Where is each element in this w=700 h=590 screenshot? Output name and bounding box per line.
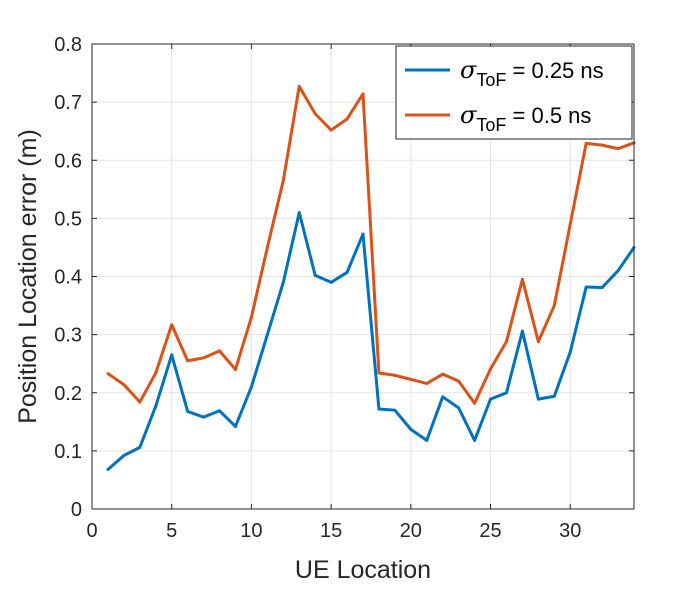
x-tick-label: 30 bbox=[559, 520, 581, 542]
data-point bbox=[409, 427, 413, 431]
x-tick-label: 20 bbox=[400, 520, 422, 542]
y-tick-label: 0 bbox=[71, 499, 82, 521]
data-point bbox=[202, 356, 206, 360]
data-point bbox=[616, 147, 620, 151]
data-point bbox=[138, 400, 142, 404]
legend-box bbox=[395, 45, 633, 140]
x-tick-label: 10 bbox=[240, 520, 262, 542]
x-axis-label: UE Location bbox=[295, 556, 431, 584]
data-point bbox=[473, 438, 477, 442]
data-point bbox=[138, 445, 142, 449]
data-point bbox=[329, 128, 333, 132]
data-point bbox=[441, 395, 445, 399]
data-point bbox=[281, 179, 285, 183]
x-tick-label: 0 bbox=[86, 520, 97, 542]
data-point bbox=[202, 415, 206, 419]
data-point bbox=[154, 404, 158, 408]
data-point bbox=[600, 286, 604, 290]
data-point bbox=[600, 143, 604, 147]
data-point bbox=[170, 353, 174, 357]
legend-label: σToF = 0.25 ns bbox=[460, 56, 604, 90]
data-point bbox=[233, 368, 237, 371]
data-point bbox=[393, 408, 397, 412]
y-tick-label: 0.5 bbox=[54, 208, 82, 230]
data-point bbox=[489, 397, 493, 401]
data-point bbox=[361, 92, 365, 96]
data-point bbox=[186, 359, 190, 363]
data-point bbox=[504, 340, 508, 344]
data-point bbox=[377, 407, 381, 411]
data-point bbox=[520, 277, 524, 281]
data-point bbox=[489, 367, 493, 371]
data-point bbox=[584, 141, 588, 145]
data-point bbox=[345, 117, 349, 121]
data-point bbox=[425, 381, 429, 385]
x-tick-label: 25 bbox=[479, 520, 501, 542]
data-point bbox=[122, 454, 126, 458]
data-point bbox=[536, 397, 540, 401]
data-point bbox=[154, 371, 158, 375]
data-point bbox=[409, 377, 413, 381]
data-point bbox=[345, 270, 349, 274]
y-tick-label: 0.8 bbox=[54, 34, 82, 56]
data-point bbox=[249, 315, 253, 319]
data-point bbox=[377, 371, 381, 375]
data-point bbox=[584, 285, 588, 289]
series-line-1 bbox=[107, 84, 635, 405]
legend: σToF = 0.25 ns σToF = 0.5 ns bbox=[395, 45, 633, 140]
data-point bbox=[106, 372, 110, 376]
data-point bbox=[329, 280, 333, 284]
data-point bbox=[393, 373, 397, 377]
y-tick-label: 0.2 bbox=[54, 383, 82, 405]
data-point bbox=[457, 406, 461, 410]
data-point bbox=[297, 211, 301, 215]
y-tick-label: 0.6 bbox=[54, 150, 82, 172]
data-point bbox=[568, 222, 572, 226]
axis-ticks: 0 5 10 15 20 25 30 0 0.1 0.2 0.3 0.4 0.5 0.6 0.7 0.8 bbox=[54, 34, 634, 542]
data-point bbox=[473, 401, 477, 405]
data-point bbox=[233, 424, 237, 428]
data-point bbox=[218, 409, 222, 413]
data-point bbox=[568, 350, 572, 354]
y-axis-label: Position Location error (m) bbox=[14, 129, 42, 424]
data-point bbox=[313, 112, 317, 116]
data-point bbox=[297, 84, 301, 88]
data-point bbox=[281, 280, 285, 284]
series-line-0 bbox=[106, 211, 636, 471]
data-point bbox=[106, 467, 110, 471]
x-tick-label: 5 bbox=[166, 520, 177, 542]
y-tick-label: 0.7 bbox=[54, 92, 82, 114]
data-point bbox=[457, 379, 461, 383]
data-point bbox=[249, 385, 253, 389]
data-point bbox=[265, 245, 269, 249]
data-point bbox=[265, 333, 269, 337]
data-point bbox=[552, 394, 556, 398]
data-point bbox=[441, 372, 445, 376]
data-point bbox=[186, 409, 190, 413]
y-tick-label: 0.3 bbox=[54, 325, 82, 347]
series-lines bbox=[106, 84, 636, 471]
data-point bbox=[122, 383, 126, 387]
legend-label: σToF = 0.5 ns bbox=[460, 101, 591, 135]
data-point bbox=[536, 340, 540, 344]
x-tick-label: 15 bbox=[320, 520, 342, 542]
data-point bbox=[552, 304, 556, 308]
data-point bbox=[218, 349, 222, 353]
data-point bbox=[520, 329, 524, 333]
y-tick-label: 0.4 bbox=[54, 267, 82, 289]
y-tick-label: 0.1 bbox=[54, 441, 82, 463]
data-point bbox=[504, 391, 508, 395]
data-point bbox=[425, 438, 429, 442]
data-point bbox=[170, 323, 174, 327]
data-point bbox=[616, 269, 620, 273]
data-point bbox=[361, 232, 365, 236]
data-point bbox=[313, 273, 317, 277]
